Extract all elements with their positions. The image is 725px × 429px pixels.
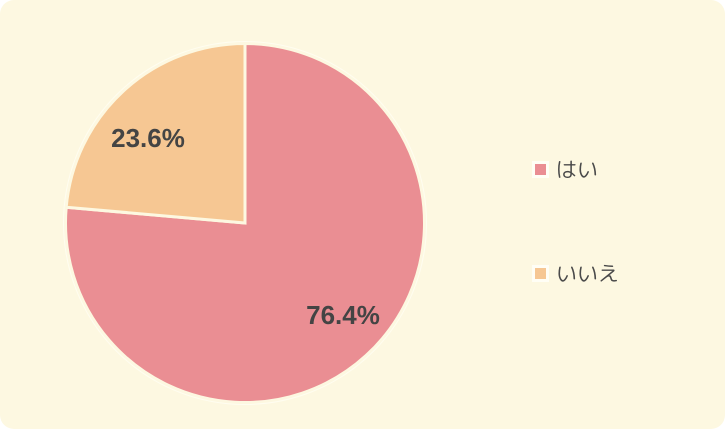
svg-text:76.4%: 76.4%: [306, 300, 380, 330]
svg-text:23.6%: 23.6%: [111, 123, 185, 153]
